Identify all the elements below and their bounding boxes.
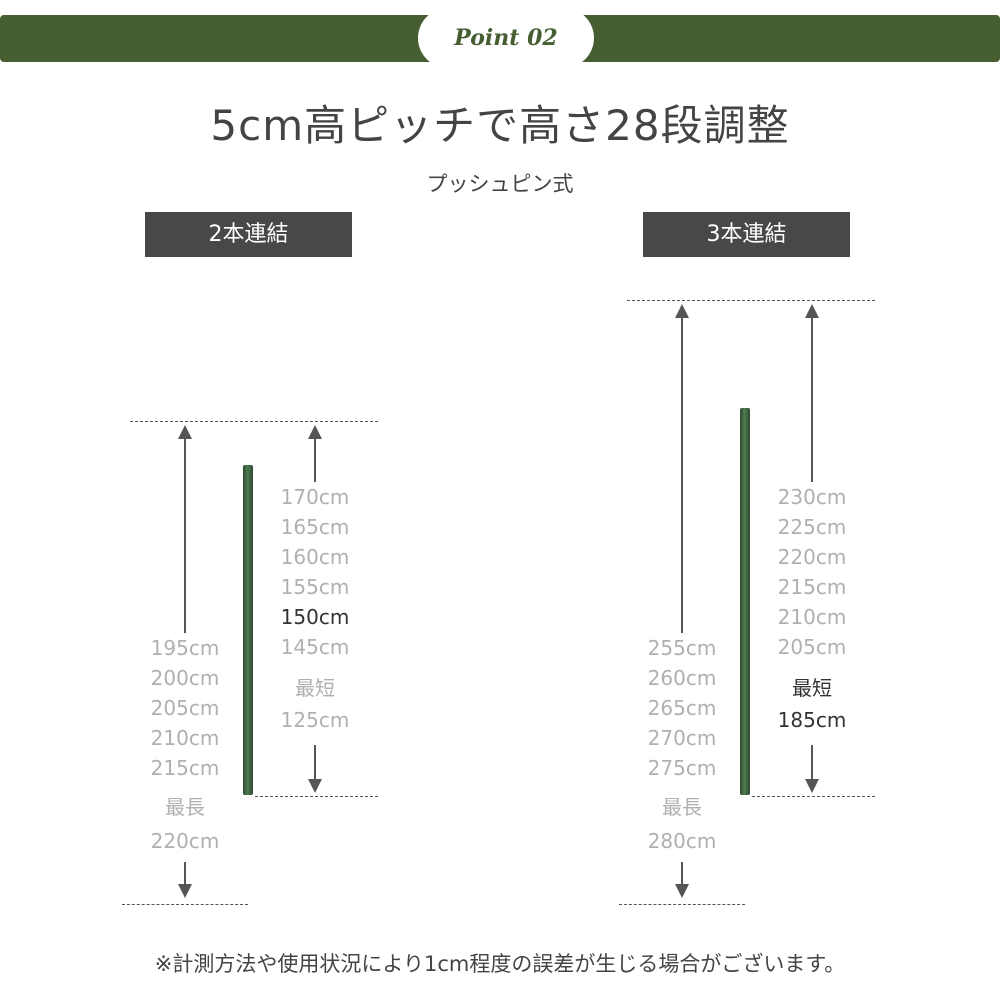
shortest-label: 最短 — [792, 676, 832, 700]
bottom-line — [619, 904, 745, 905]
height-option-label: 210cm — [150, 726, 220, 750]
height-option-label: 265cm — [647, 696, 717, 720]
max-height-line — [627, 300, 875, 301]
height-option-label: 205cm — [777, 635, 847, 659]
height-option-label: 210cm — [777, 605, 847, 629]
height-option-label: 200cm — [150, 666, 220, 690]
subtitle: プッシュピン式 — [426, 172, 574, 196]
height-option-label: 275cm — [647, 756, 717, 780]
short-arrow-line — [811, 745, 813, 779]
height-option-label: 270cm — [647, 726, 717, 750]
height-option-label: 165cm — [280, 515, 350, 539]
arrow-up-icon — [308, 425, 322, 439]
point-badge: Point 02 — [418, 8, 594, 68]
longest-label: 最長 — [165, 795, 205, 819]
longest-label: 最長 — [662, 795, 702, 819]
long-arrow-line — [681, 316, 683, 633]
min-height-line — [752, 796, 875, 797]
arrow-up-icon — [178, 425, 192, 439]
long-arrow-line — [681, 862, 683, 884]
long-arrow-line — [184, 862, 186, 884]
arrow-up-icon — [805, 304, 819, 318]
height-option-label: 220cm — [777, 545, 847, 569]
height-option-label: 150cm — [280, 605, 350, 629]
tag-three-pole: 3本連結 — [643, 212, 850, 257]
bottom-line — [122, 904, 248, 905]
shortest-label: 最短 — [295, 676, 335, 700]
shortest-value: 125cm — [280, 708, 350, 732]
height-option-label: 230cm — [777, 485, 847, 509]
height-option-label: 215cm — [777, 575, 847, 599]
arrow-down-icon — [178, 884, 192, 898]
arrow-up-icon — [675, 304, 689, 318]
pole-image — [243, 465, 253, 795]
max-height-line — [130, 421, 378, 422]
arrow-down-icon — [805, 779, 819, 793]
short-arrow-line — [811, 316, 813, 482]
height-option-label: 155cm — [280, 575, 350, 599]
height-option-label: 205cm — [150, 696, 220, 720]
height-option-label: 170cm — [280, 485, 350, 509]
height-option-label: 215cm — [150, 756, 220, 780]
short-arrow-line — [314, 437, 316, 482]
footnote: ※計測方法や使用状況により1cm程度の誤差が生じる場合がございます。 — [154, 952, 846, 976]
pole-image — [740, 408, 750, 795]
short-arrow-line — [314, 745, 316, 779]
page-title: 5cm高ピッチで高さ28段調整 — [210, 101, 790, 150]
longest-value: 280cm — [647, 829, 717, 853]
height-option-label: 195cm — [150, 636, 220, 660]
height-option-label: 160cm — [280, 545, 350, 569]
tag-two-pole: 2本連結 — [145, 212, 352, 257]
shortest-value: 185cm — [777, 708, 847, 732]
height-option-label: 260cm — [647, 666, 717, 690]
long-arrow-line — [184, 437, 186, 633]
height-option-label: 255cm — [647, 636, 717, 660]
longest-value: 220cm — [150, 829, 220, 853]
arrow-down-icon — [308, 779, 322, 793]
height-option-label: 225cm — [777, 515, 847, 539]
height-option-label: 145cm — [280, 635, 350, 659]
min-height-line — [255, 796, 378, 797]
arrow-down-icon — [675, 884, 689, 898]
